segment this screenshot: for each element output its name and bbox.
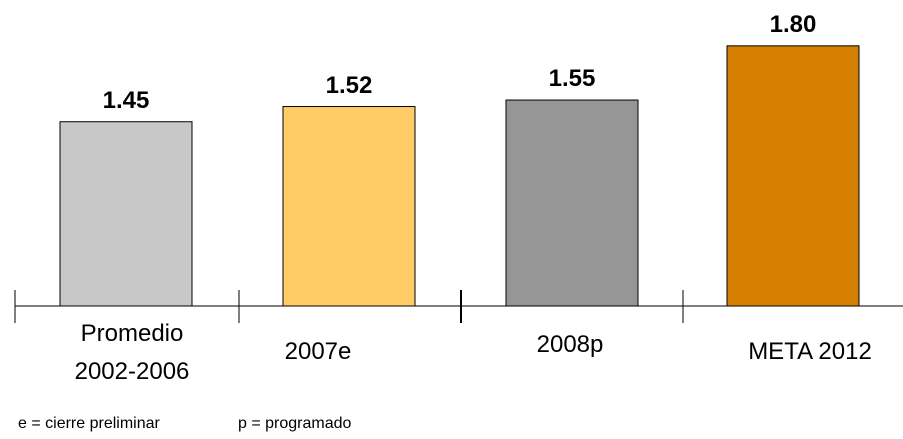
x-tick-label: 2007e: [284, 338, 352, 365]
bar: [59, 121, 193, 307]
value-label: 1.80: [769, 10, 817, 38]
x-tick-label: 2008p: [536, 331, 604, 358]
footnote: e = cierre preliminar: [18, 415, 160, 432]
value-label: 1.55: [548, 65, 596, 93]
value-label: 1.45: [102, 86, 150, 114]
value-label: 1.52: [325, 71, 373, 99]
bar: [282, 106, 416, 307]
bar: [726, 45, 860, 307]
x-tick-label: META 2012: [748, 338, 872, 365]
bar: [505, 99, 639, 307]
x-tick-label: Promedio 2002-2006: [74, 320, 190, 385]
footnote: p = programado: [238, 415, 352, 432]
